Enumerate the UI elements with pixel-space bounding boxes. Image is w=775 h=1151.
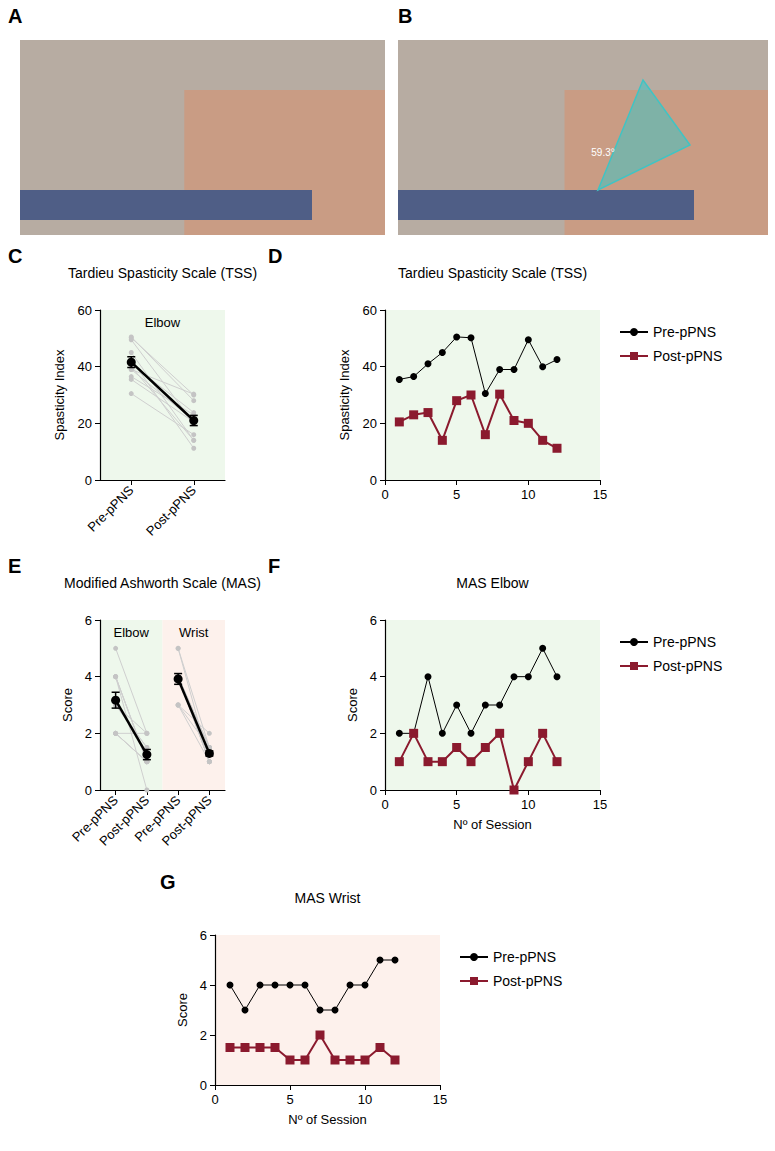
svg-text:Elbow: Elbow bbox=[114, 625, 150, 640]
svg-text:Score: Score bbox=[175, 993, 190, 1027]
svg-text:Spasticity Index: Spasticity Index bbox=[52, 349, 67, 441]
svg-text:Post-pPNS: Post-pPNS bbox=[653, 658, 722, 674]
svg-text:MAS Wrist: MAS Wrist bbox=[295, 890, 361, 906]
svg-text:Nº of Session: Nº of Session bbox=[453, 817, 531, 832]
svg-text:40: 40 bbox=[363, 359, 377, 374]
svg-text:Wrist: Wrist bbox=[179, 625, 209, 640]
svg-text:2: 2 bbox=[370, 726, 377, 741]
svg-text:0: 0 bbox=[370, 473, 377, 488]
svg-text:A: A bbox=[8, 5, 22, 27]
svg-text:5: 5 bbox=[453, 487, 460, 502]
svg-text:0: 0 bbox=[85, 473, 92, 488]
svg-text:Spasticity Index: Spasticity Index bbox=[337, 349, 352, 441]
svg-text:MAS Elbow: MAS Elbow bbox=[456, 575, 529, 591]
svg-text:6: 6 bbox=[370, 613, 377, 628]
svg-text:B: B bbox=[398, 5, 412, 27]
svg-text:0: 0 bbox=[200, 1078, 207, 1093]
svg-text:60: 60 bbox=[363, 303, 377, 318]
svg-text:4: 4 bbox=[370, 669, 377, 684]
svg-text:4: 4 bbox=[85, 669, 92, 684]
svg-text:0: 0 bbox=[381, 487, 388, 502]
svg-text:Post-pPNS: Post-pPNS bbox=[493, 973, 562, 989]
svg-text:15: 15 bbox=[593, 487, 607, 502]
svg-text:6: 6 bbox=[200, 928, 207, 943]
svg-text:Pre-pPNS: Pre-pPNS bbox=[653, 634, 716, 650]
svg-text:Post-pPNS: Post-pPNS bbox=[159, 792, 215, 848]
svg-text:D: D bbox=[268, 245, 282, 267]
svg-text:2: 2 bbox=[200, 1028, 207, 1043]
svg-text:Pre-pPNS: Pre-pPNS bbox=[493, 949, 556, 965]
svg-text:2: 2 bbox=[85, 726, 92, 741]
svg-text:4: 4 bbox=[200, 978, 207, 993]
svg-text:15: 15 bbox=[593, 797, 607, 812]
svg-text:Nº of Session: Nº of Session bbox=[288, 1112, 366, 1127]
svg-text:Tardieu Spasticity Scale (TSS): Tardieu Spasticity Scale (TSS) bbox=[68, 265, 257, 281]
svg-text:Tardieu Spasticity Scale (TSS): Tardieu Spasticity Scale (TSS) bbox=[398, 265, 587, 281]
svg-text:0: 0 bbox=[370, 783, 377, 798]
svg-text:Pre-pPNS: Pre-pPNS bbox=[131, 792, 184, 845]
svg-text:5: 5 bbox=[453, 797, 460, 812]
svg-text:Score: Score bbox=[60, 688, 75, 722]
svg-text:E: E bbox=[8, 555, 21, 577]
svg-text:15: 15 bbox=[433, 1092, 447, 1107]
svg-text:F: F bbox=[268, 555, 280, 577]
svg-text:Pre-pPNS: Pre-pPNS bbox=[653, 324, 716, 340]
svg-text:Pre-pPNS: Pre-pPNS bbox=[69, 792, 121, 845]
svg-text:Post-pPNS: Post-pPNS bbox=[143, 482, 199, 538]
svg-text:Pre-pPNS: Pre-pPNS bbox=[85, 482, 137, 534]
svg-text:20: 20 bbox=[78, 416, 92, 431]
svg-text:59.3°: 59.3° bbox=[591, 147, 614, 158]
svg-text:40: 40 bbox=[78, 359, 92, 374]
svg-text:Elbow: Elbow bbox=[145, 315, 181, 330]
svg-text:Post-pPNS: Post-pPNS bbox=[96, 792, 153, 849]
svg-text:10: 10 bbox=[358, 1092, 372, 1107]
svg-text:5: 5 bbox=[286, 1092, 293, 1107]
svg-text:Post-pPNS: Post-pPNS bbox=[653, 348, 722, 364]
svg-text:G: G bbox=[160, 871, 176, 893]
svg-text:C: C bbox=[8, 245, 22, 267]
svg-text:10: 10 bbox=[521, 797, 535, 812]
svg-text:0: 0 bbox=[211, 1092, 218, 1107]
svg-text:0: 0 bbox=[85, 783, 92, 798]
svg-text:20: 20 bbox=[363, 416, 377, 431]
svg-text:Score: Score bbox=[345, 688, 360, 722]
svg-text:10: 10 bbox=[521, 487, 535, 502]
svg-text:0: 0 bbox=[381, 797, 388, 812]
svg-text:Modified Ashworth Scale (MAS): Modified Ashworth Scale (MAS) bbox=[64, 575, 261, 591]
svg-text:60: 60 bbox=[78, 303, 92, 318]
svg-text:6: 6 bbox=[85, 613, 92, 628]
